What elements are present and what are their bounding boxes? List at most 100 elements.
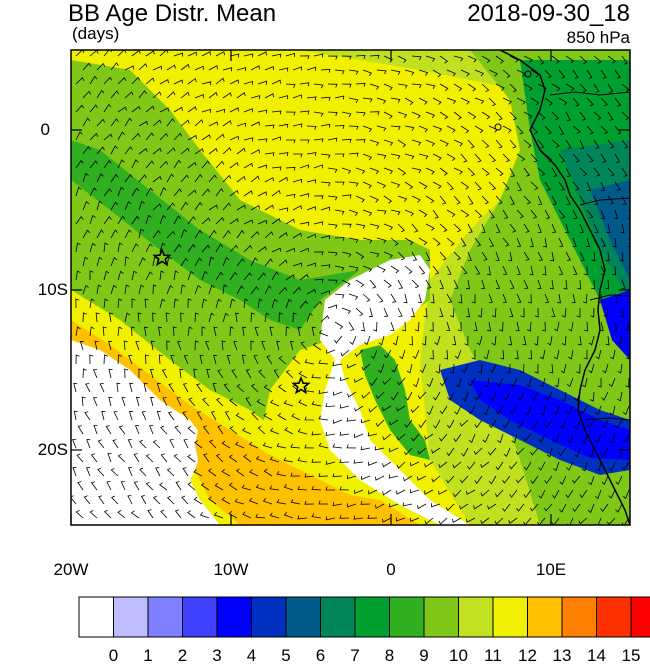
wind-barb	[149, 425, 154, 435]
wind-barb	[177, 341, 182, 351]
wind-barb	[194, 340, 199, 351]
wind-barb	[586, 97, 594, 107]
wind-barb	[360, 500, 371, 505]
wind-barb	[538, 433, 546, 443]
wind-barb	[334, 181, 345, 186]
wind-barb	[201, 134, 211, 141]
wind-barb	[369, 167, 380, 175]
wind-barb	[486, 265, 491, 276]
wind-barb	[586, 153, 594, 163]
wind-barb	[311, 401, 322, 407]
wind-barb	[137, 312, 142, 323]
wind-barb	[75, 326, 81, 337]
wind-barb	[383, 139, 394, 146]
wind-barb	[243, 53, 254, 58]
wind-barb	[183, 355, 189, 365]
wind-barb	[529, 237, 534, 248]
wind-barb	[432, 153, 442, 161]
wind-barb	[502, 69, 511, 78]
wind-barb	[530, 475, 539, 485]
wind-barb	[117, 215, 126, 225]
x-tick-label: 20W	[53, 560, 89, 579]
wind-barb	[233, 341, 238, 351]
wind-barb	[404, 97, 414, 106]
wind-barb	[214, 482, 224, 491]
wind-barb	[361, 363, 371, 371]
wind-barb	[278, 176, 288, 183]
wind-barb	[297, 515, 308, 520]
wind-barb	[467, 377, 476, 387]
wind-barb	[361, 391, 371, 399]
wind-barb	[155, 467, 161, 477]
wind-barb	[124, 117, 133, 127]
wind-barb	[257, 298, 263, 309]
wind-barb	[530, 153, 538, 163]
axis-ticks	[70, 50, 630, 525]
wind-barb	[474, 181, 482, 191]
wind-barb	[75, 242, 81, 253]
wind-barb	[452, 489, 462, 498]
wind-barb	[278, 259, 288, 267]
wind-barb	[82, 117, 91, 127]
wind-barb	[495, 223, 501, 233]
wind-barb	[397, 111, 408, 118]
wind-barb	[278, 95, 289, 100]
wind-barb	[439, 195, 447, 205]
island-marker	[494, 123, 502, 131]
wind-barb	[431, 475, 441, 483]
wind-barb	[595, 433, 602, 444]
wind-barb	[75, 131, 83, 141]
wind-barb	[263, 468, 273, 477]
wind-barb	[383, 251, 393, 259]
wind-barb	[312, 342, 322, 351]
wind-barb	[306, 288, 316, 295]
wind-barb	[503, 447, 511, 457]
wind-barb	[499, 321, 504, 332]
wind-barb	[348, 69, 359, 75]
wind-barb	[306, 206, 316, 211]
wind-barb	[519, 363, 525, 374]
wind-barb	[180, 147, 190, 155]
wind-barb	[558, 237, 564, 247]
wind-barb	[600, 69, 607, 79]
wind-barb	[544, 125, 552, 135]
wind-barb	[369, 111, 380, 116]
wind-barb	[516, 503, 525, 512]
wind-barb	[325, 432, 336, 436]
wind-barb	[508, 461, 518, 470]
wind-barb	[374, 446, 385, 451]
wind-barb	[327, 195, 338, 201]
wind-barb	[131, 76, 141, 85]
wind-barb	[564, 223, 569, 234]
wind-barb	[304, 416, 315, 421]
wind-barb	[523, 251, 530, 261]
wind-barb	[483, 349, 490, 360]
wind-barb	[112, 439, 119, 449]
wind-barb	[488, 181, 497, 191]
wind-barb	[160, 509, 168, 519]
wind-barb	[145, 453, 154, 463]
wind-barb	[124, 65, 134, 71]
wind-barb	[392, 335, 399, 346]
wind-barb	[369, 83, 380, 90]
wind-barb	[236, 229, 245, 239]
wind-barb	[405, 391, 413, 401]
wind-barb	[271, 79, 281, 85]
wind-barb	[257, 109, 268, 114]
units-label: (days)	[72, 24, 120, 43]
colorbar-swatch	[147, 596, 183, 638]
wind-barb	[89, 354, 94, 365]
wind-barb	[202, 397, 210, 407]
wind-barb	[466, 307, 470, 318]
wind-barb	[544, 475, 553, 484]
wind-barb	[537, 195, 543, 205]
wind-barb	[341, 167, 352, 174]
wind-barb	[474, 475, 483, 485]
wind-barb	[404, 237, 414, 246]
wind-barb	[145, 481, 154, 491]
wind-barb	[285, 52, 296, 57]
wind-barb	[304, 500, 315, 505]
wind-barb	[222, 284, 228, 295]
wind-barb	[117, 50, 127, 57]
wind-barb	[446, 97, 457, 105]
